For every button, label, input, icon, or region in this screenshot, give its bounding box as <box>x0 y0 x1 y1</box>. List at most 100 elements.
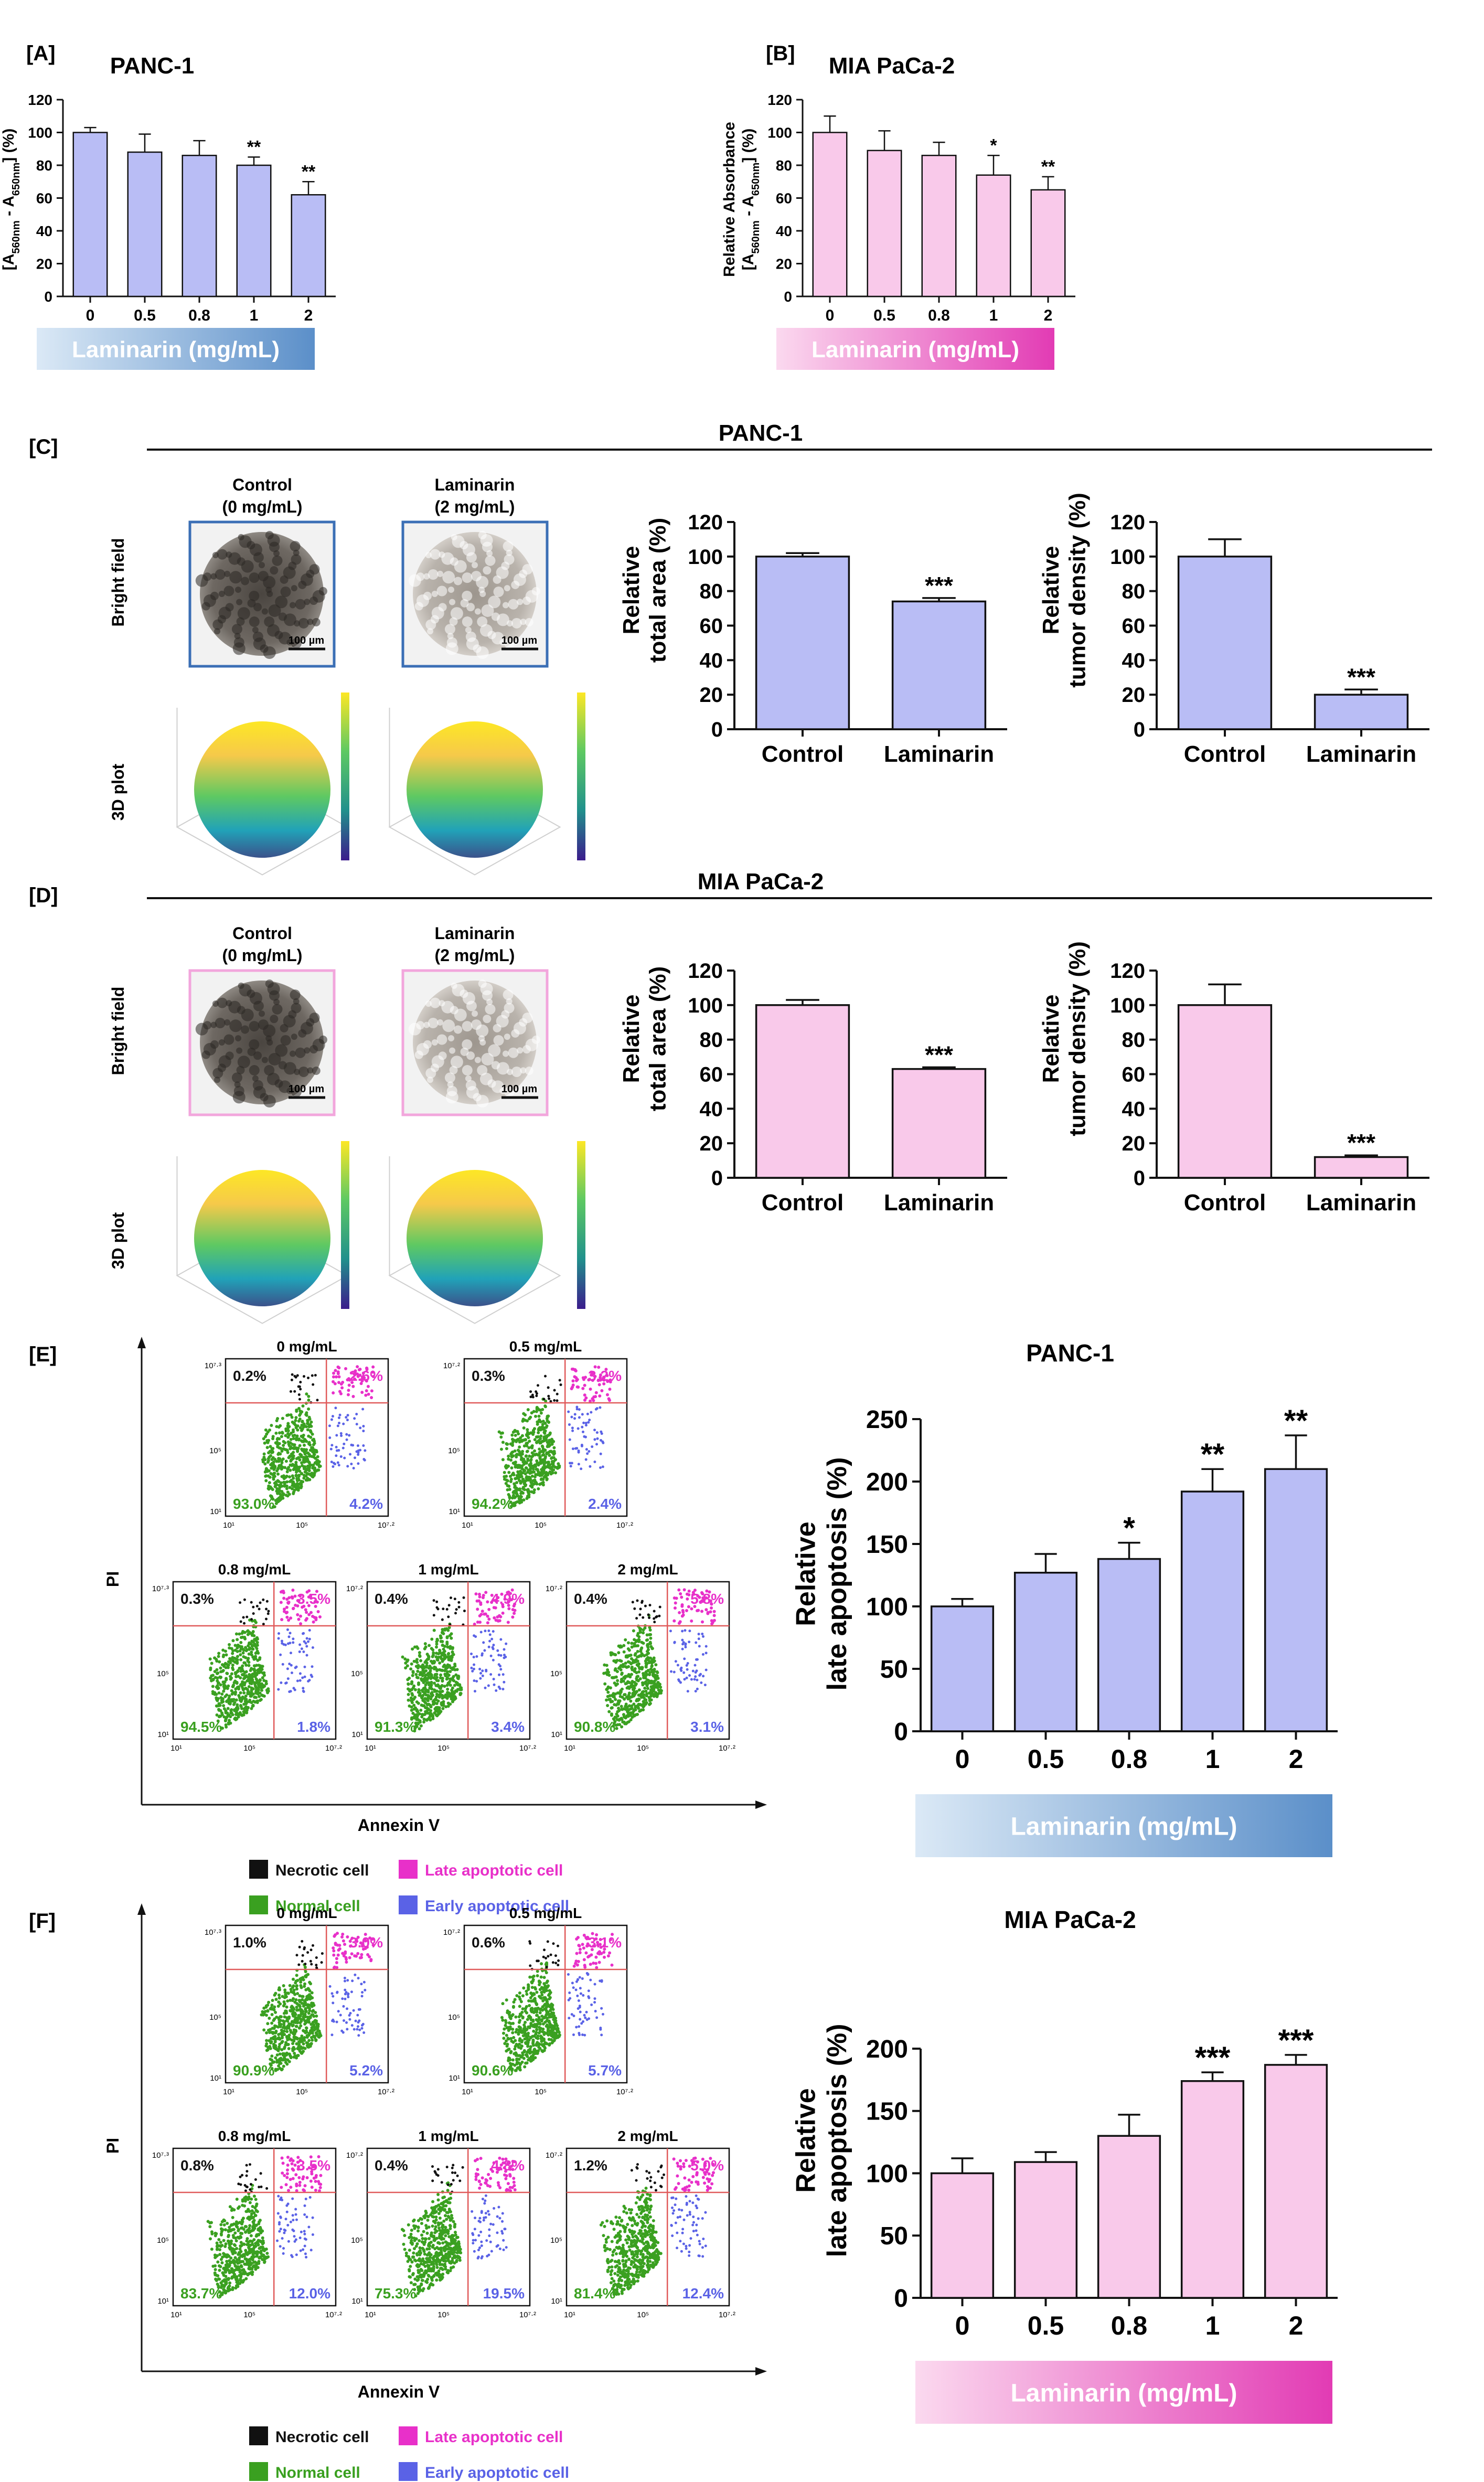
event-dot-necrotic <box>658 1614 661 1617</box>
event-dot-normal <box>305 1411 308 1414</box>
event-dot-normal <box>624 1665 627 1668</box>
event-dot-normal <box>539 1420 542 1424</box>
spheroid-texture <box>454 577 463 585</box>
event-dot-normal <box>266 1430 270 1434</box>
event-dot-early <box>472 1667 475 1670</box>
event-dot-early <box>473 1690 476 1693</box>
panel-title-D: MIA PaCa-2 <box>698 869 824 894</box>
event-dot-normal <box>268 2016 271 2020</box>
spheroid-texture <box>272 1004 283 1015</box>
flow-y-tick: 10⁵ <box>209 2013 221 2022</box>
event-dot-normal <box>297 1407 301 1410</box>
event-dot-normal <box>306 1419 309 1423</box>
event-dot-normal <box>274 2068 277 2071</box>
event-dot-normal <box>605 1673 609 1676</box>
event-dot-normal <box>288 1984 292 1987</box>
event-dot-normal <box>441 1659 444 1663</box>
spheroid-texture <box>425 1000 432 1007</box>
event-dot-normal <box>450 1632 453 1636</box>
event-dot-normal <box>298 1444 302 1447</box>
event-dot-early <box>694 1690 697 1693</box>
event-dot-late <box>712 1614 716 1617</box>
event-dot-late <box>490 1593 494 1597</box>
event-dot-late <box>672 1619 676 1623</box>
flow-plot-title: 2 mg/mL <box>617 1561 678 1578</box>
event-dot-late <box>370 1396 373 1400</box>
event-dot-normal <box>281 2052 285 2055</box>
event-dot-normal <box>530 1986 534 1989</box>
event-dot-normal <box>229 1721 232 1725</box>
event-dot-late <box>340 1935 344 1939</box>
event-dot-normal <box>234 1672 238 1676</box>
event-dot-normal <box>614 1723 618 1727</box>
event-dot-late <box>332 1375 335 1379</box>
event-dot-normal <box>454 1689 457 1693</box>
event-dot-normal <box>301 1995 305 1998</box>
event-dot-normal <box>303 1470 307 1474</box>
event-dot-normal <box>613 1720 617 1723</box>
event-dot-late <box>332 1949 336 1953</box>
event-dot-early <box>345 1433 348 1436</box>
event-dot-late <box>345 1961 348 1964</box>
event-dot-necrotic <box>255 1604 259 1607</box>
event-dot-normal <box>435 1679 439 1682</box>
flow-x-tick: 10⁷·² <box>719 1744 735 1753</box>
event-dot-normal <box>289 1413 293 1417</box>
event-dot-normal <box>287 2060 291 2063</box>
event-dot-normal <box>630 1704 634 1708</box>
event-dot-late <box>476 1607 479 1611</box>
spheroid-texture <box>519 1018 528 1027</box>
event-dot-normal <box>529 1466 532 1470</box>
event-dot-normal <box>290 1464 294 1467</box>
event-dot-normal <box>260 1688 264 1692</box>
event-dot-normal <box>446 1673 450 1676</box>
event-dot-early <box>479 1671 483 1675</box>
event-dot-late <box>309 1593 313 1597</box>
spheroid-texture <box>496 1062 509 1075</box>
event-dot-normal <box>614 1703 618 1707</box>
event-dot-normal <box>525 1454 528 1458</box>
spheroid-texture <box>501 561 510 570</box>
event-dot-normal <box>605 1664 608 1667</box>
event-dot-early <box>289 1652 292 1655</box>
spheroid-texture <box>229 571 242 584</box>
event-dot-normal <box>286 1440 290 1444</box>
event-dot-necrotic <box>447 1604 451 1607</box>
event-dot-normal <box>426 1707 430 1711</box>
event-dot-normal <box>430 1659 433 1663</box>
event-dot-normal <box>435 1645 439 1649</box>
event-dot-necrotic <box>544 1375 547 1378</box>
event-dot-early <box>696 1678 699 1681</box>
event-dot-normal <box>241 1651 245 1655</box>
y-tick-label: 0 <box>1134 718 1145 741</box>
spheroid-texture <box>454 1025 463 1034</box>
event-dot-normal <box>509 1505 513 1508</box>
spheroid-texture <box>234 1035 241 1042</box>
spheroid-texture <box>212 552 219 559</box>
event-dot-normal <box>285 2030 289 2033</box>
event-dot-normal <box>511 1494 515 1497</box>
panel-title-E: PANC-1 <box>1026 1339 1114 1367</box>
event-dot-normal <box>250 1682 253 1686</box>
event-dot-early <box>286 1677 290 1680</box>
spheroid-texture <box>462 1039 473 1050</box>
event-dot-normal <box>552 1446 556 1450</box>
event-dot-normal <box>217 1708 221 1712</box>
event-dot-late <box>710 1606 713 1610</box>
event-dot-normal <box>302 1457 306 1461</box>
event-dot-early <box>289 1632 292 1635</box>
event-dot-normal <box>221 1700 225 1703</box>
event-dot-normal <box>538 1426 542 1430</box>
event-dot-early <box>302 1690 305 1693</box>
event-dot-normal <box>541 1408 545 1411</box>
event-dot-normal <box>226 1687 229 1690</box>
event-dot-normal <box>262 1671 266 1675</box>
spheroid-texture <box>283 1062 296 1075</box>
event-dot-early <box>593 1429 596 1432</box>
event-dot-normal <box>440 1631 444 1635</box>
event-dot-early <box>335 1445 338 1448</box>
event-dot-normal <box>295 2042 298 2046</box>
event-dot-normal <box>416 1669 420 1673</box>
